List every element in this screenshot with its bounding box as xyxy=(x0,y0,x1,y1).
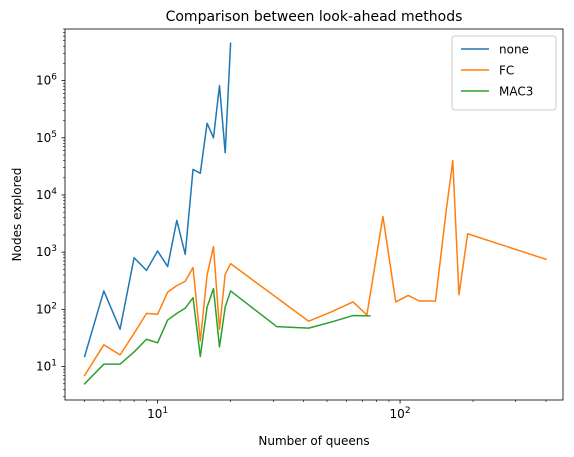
plot-frame xyxy=(64,28,564,401)
y-tick-label: 101 xyxy=(36,359,57,374)
legend-label-mac3: MAC3 xyxy=(499,85,533,99)
series-line-none xyxy=(83,42,232,358)
series-layer xyxy=(83,42,547,385)
y-tick-label: 103 xyxy=(36,244,57,259)
x-axis-label: Number of queens xyxy=(258,434,369,448)
x-tick-label: 101 xyxy=(147,406,168,421)
y-tick-label: 102 xyxy=(36,301,57,316)
y-tick-label: 105 xyxy=(36,130,57,145)
legend-label-none: none xyxy=(499,43,529,57)
chart-title: Comparison between look-ahead methods xyxy=(166,9,463,25)
y-tick-label: 106 xyxy=(36,73,57,88)
y-axis: 101 102 103 104 105 106 xyxy=(36,28,65,397)
x-tick-label: 102 xyxy=(390,406,411,421)
series-line-mac3 xyxy=(83,287,371,385)
legend: none FC MAC3 xyxy=(451,35,557,111)
y-tick-label: 104 xyxy=(36,187,57,202)
series-line-fc xyxy=(83,159,547,377)
x-axis: 101 102 xyxy=(84,400,547,421)
legend-label-fc: FC xyxy=(499,64,514,78)
y-axis-label: Nodes explored xyxy=(10,168,24,262)
